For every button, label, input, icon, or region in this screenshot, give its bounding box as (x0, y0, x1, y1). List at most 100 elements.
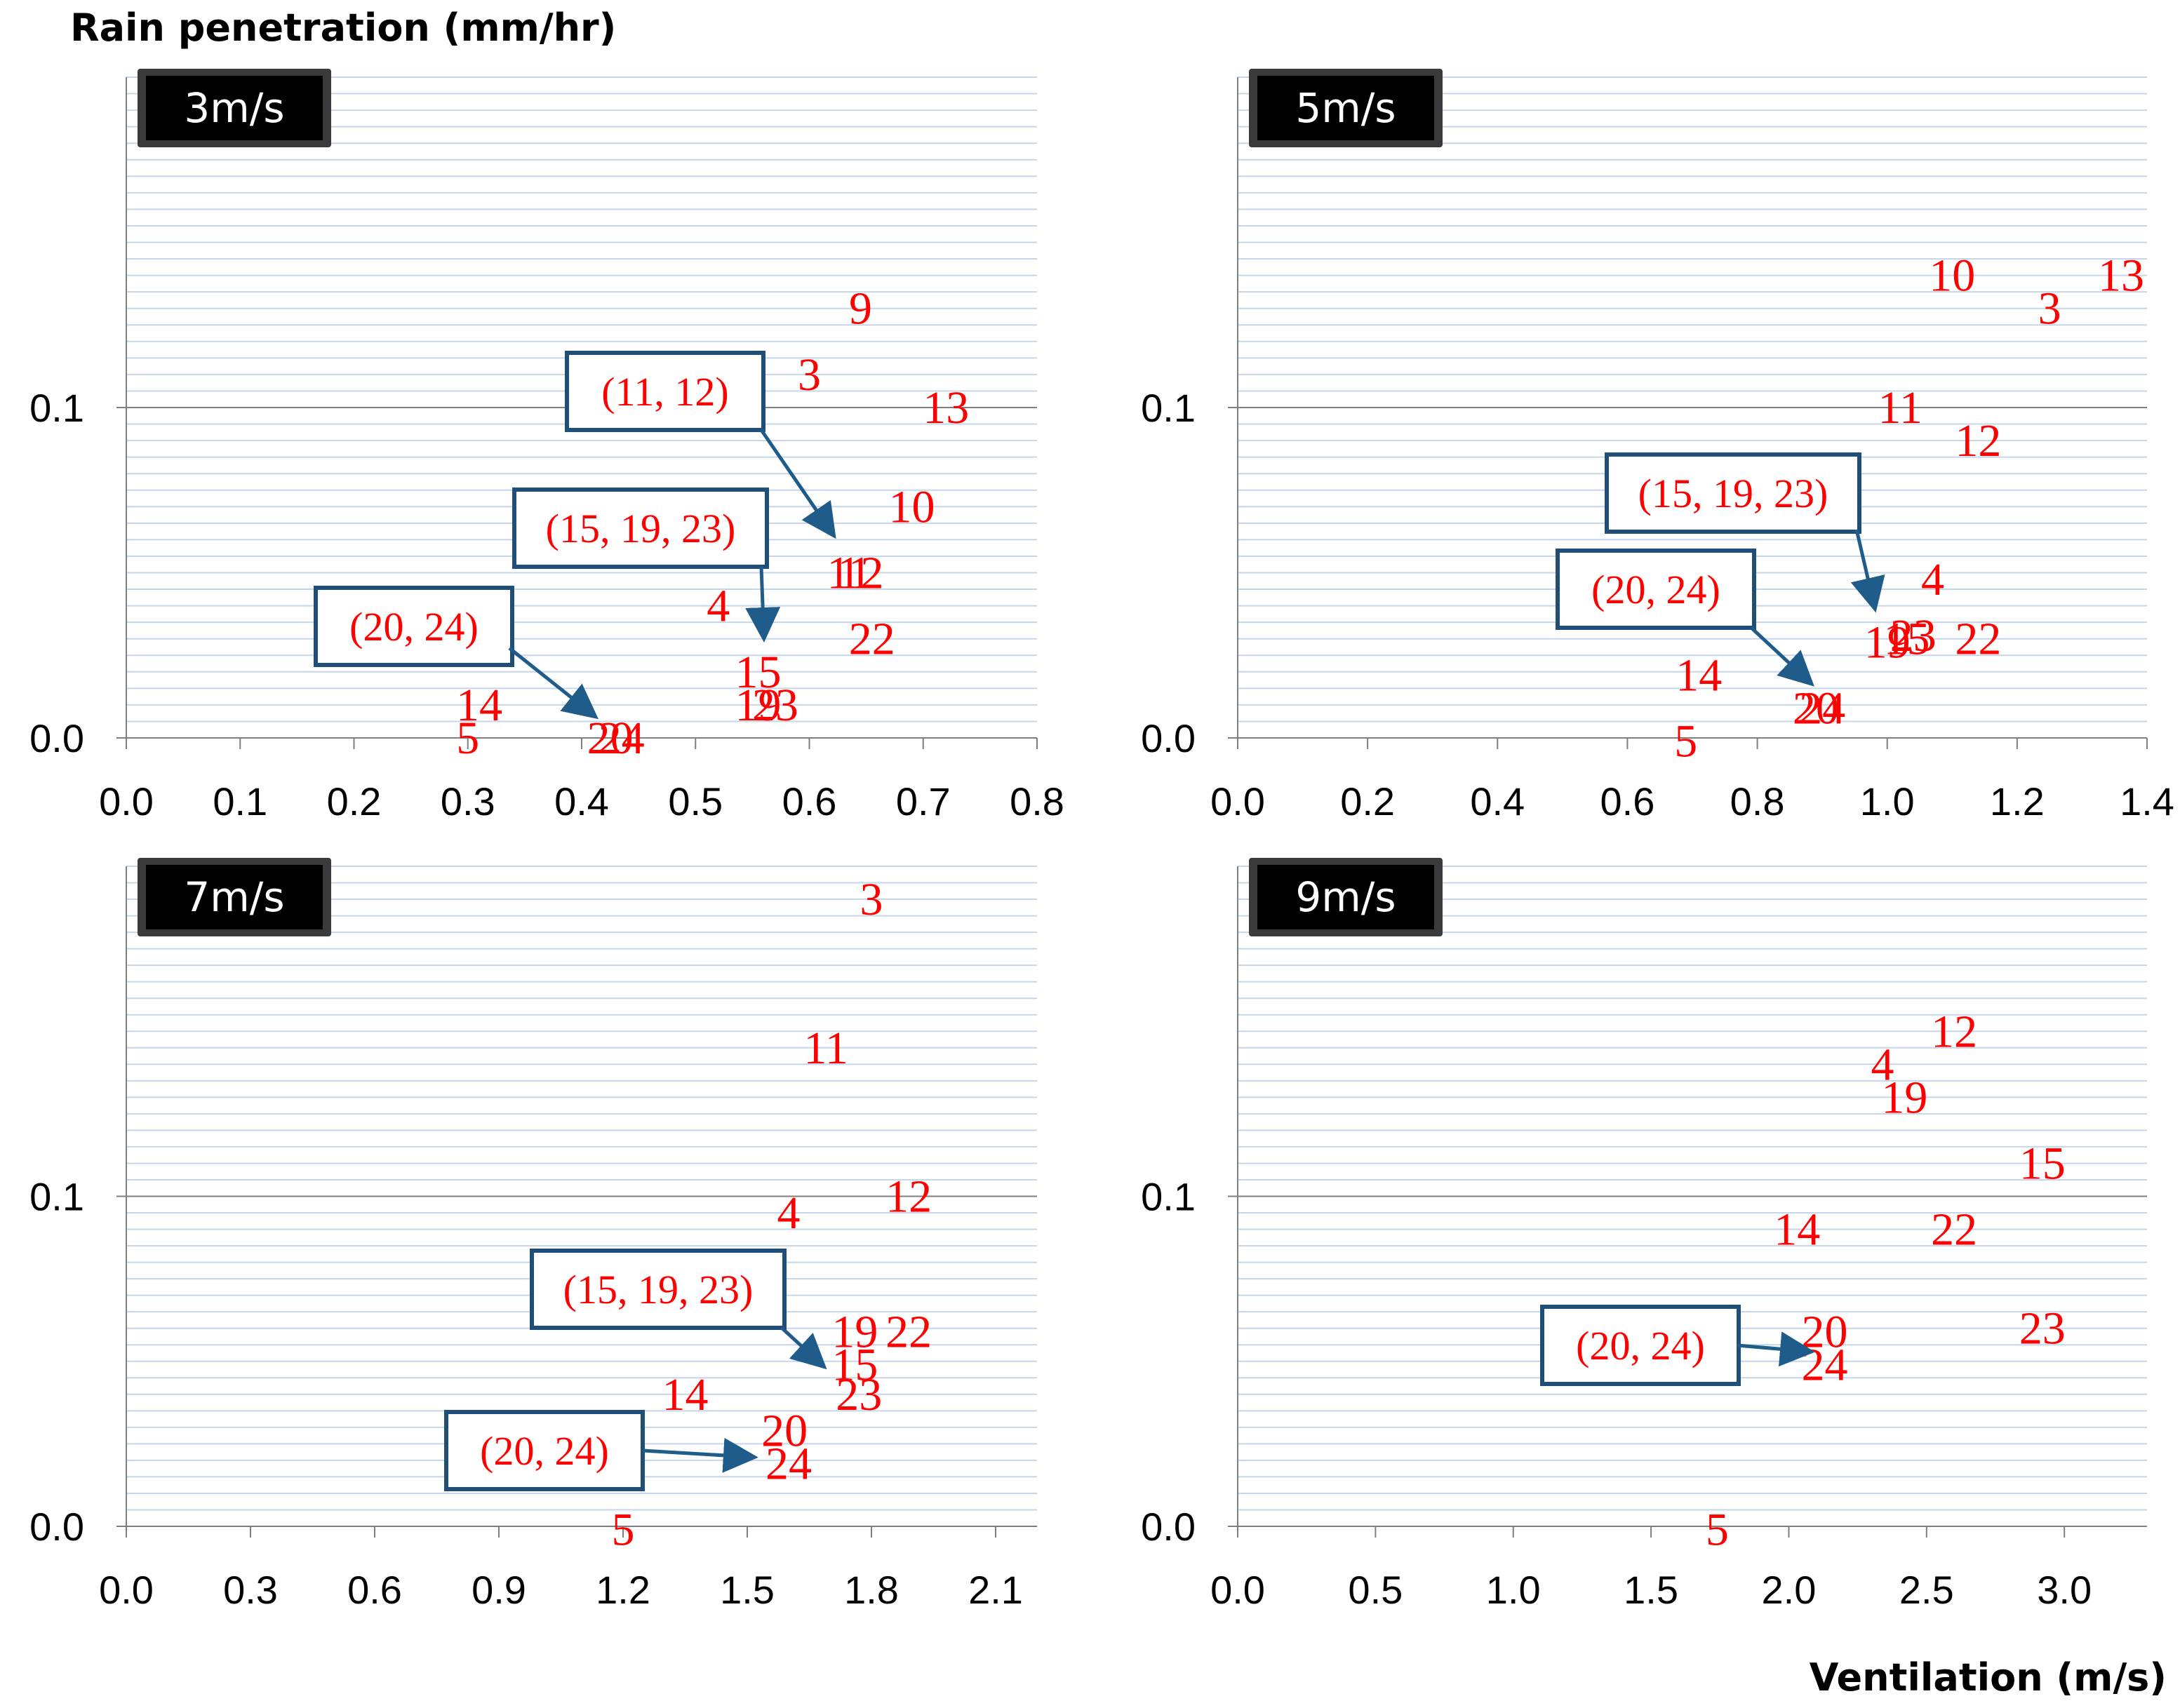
data-point-label: 15 (735, 647, 781, 698)
annotation-arrow (745, 566, 781, 643)
annotation-box (314, 586, 514, 667)
chart-panel-5m/s: 0.0 0.2 0.4 0.6 0.8 1.0 1.2 1.4 0.0 0.1 5m/s 13 10 3 1… (1141, 69, 2174, 823)
annotation-arrow (1737, 1331, 1815, 1367)
annotation-text: (20, 24) (1591, 567, 1720, 612)
y-tick-label: 0.0 (29, 716, 84, 760)
data-point-label: 4 (777, 1188, 801, 1239)
panel-title: 9m/s (1295, 873, 1396, 921)
annotation-arrow (1850, 529, 1885, 613)
annotation-arrow (759, 429, 836, 539)
data-point-label: 22 (1955, 614, 2001, 665)
x-tick-label: 0.2 (1340, 779, 1395, 823)
panel-title-badge-inner (146, 76, 323, 140)
y-tick-label: 0.0 (1141, 716, 1196, 760)
data-point-label: 23 (752, 680, 798, 731)
data-point-label: 11 (1878, 382, 1922, 433)
x-tick-label: 0.0 (99, 779, 154, 823)
data-point-label: 19 (1881, 1072, 1927, 1123)
annotation-text: (15, 19, 23) (546, 506, 736, 551)
data-point-label: 13 (923, 382, 969, 433)
x-tick-label: 0.0 (99, 1568, 154, 1612)
panel-title-badge-inner (146, 865, 323, 929)
data-point-label: 20 (761, 1406, 808, 1457)
x-tick-label: 1.2 (1990, 779, 2045, 823)
panel-title-badge-inner (1257, 76, 1434, 140)
x-tick-label: 0.1 (213, 779, 267, 823)
annotation-text: (20, 24) (480, 1428, 609, 1474)
annotation-box (565, 351, 765, 432)
data-point-label: 23 (836, 1369, 882, 1420)
data-point-label: 12 (1931, 1006, 1977, 1057)
x-tick-label: 1.2 (596, 1568, 650, 1612)
data-point-label: 19 (1864, 617, 1911, 668)
annotation-arrow (780, 1326, 827, 1370)
annotation-arrow (508, 647, 599, 720)
data-point-label: 15 (1883, 614, 1930, 665)
x-tick-label: 1.5 (720, 1568, 775, 1612)
data-point-label: 24 (1802, 1339, 1848, 1390)
panel-title-badge-inner (1257, 865, 1434, 929)
x-tick-label: 0.9 (472, 1568, 526, 1612)
x-tick-label: 0.8 (1010, 779, 1064, 823)
x-tick-label: 1.0 (1860, 779, 1915, 823)
annotation-text: (15, 19, 23) (563, 1267, 754, 1312)
data-point-label: 4 (1871, 1039, 1894, 1090)
panel-title: 3m/s (184, 84, 284, 132)
data-point-label: 12 (1955, 415, 2001, 466)
data-point-label: 14 (1676, 650, 1722, 701)
x-tick-label: 1.8 (844, 1568, 899, 1612)
data-point-label: 24 (765, 1439, 812, 1490)
data-point-label: 14 (456, 680, 502, 731)
data-point-label: 12 (885, 1171, 932, 1223)
data-point-label: 5 (456, 713, 479, 764)
x-tick-label: 0.7 (896, 779, 951, 823)
annotation-box (1556, 549, 1756, 630)
data-point-label: 5 (1706, 1505, 1729, 1556)
x-tick-label: 0.5 (1348, 1568, 1403, 1612)
x-tick-label: 1.0 (1486, 1568, 1541, 1612)
y-axis-title: Rain penetration (mm/hr) (70, 6, 616, 50)
annotation-box (512, 487, 769, 569)
x-tick-label: 1.5 (1624, 1568, 1678, 1612)
x-tick-label: 0.4 (1470, 779, 1525, 823)
x-tick-label: 0.5 (668, 779, 723, 823)
annotation-box (1605, 452, 1861, 534)
data-point-label: 19 (735, 680, 781, 731)
data-point-label: 24 (599, 713, 645, 764)
y-tick-label: 0.1 (29, 386, 84, 430)
x-axis-title: Ventilation (m/s) (1810, 1655, 2167, 1700)
y-tick-label: 0.1 (1141, 386, 1196, 430)
x-tick-label: 0.2 (327, 779, 382, 823)
data-point-label: 10 (1929, 250, 1975, 302)
data-point-label: 15 (2019, 1138, 2066, 1189)
data-point-label: 13 (2098, 250, 2144, 302)
annotation-text: (15, 19, 23) (1638, 471, 1828, 516)
data-point-label: 5 (1674, 716, 1697, 767)
x-tick-label: 2.5 (1899, 1568, 1954, 1612)
data-point-label: 4 (1921, 554, 1944, 605)
data-point-label: 20 (587, 713, 634, 764)
x-tick-label: 0.6 (347, 1568, 402, 1612)
data-point-label: 5 (612, 1505, 635, 1556)
data-point-label: 12 (838, 548, 884, 599)
data-point-label: 19 (831, 1306, 878, 1357)
annotation-text: (11, 12) (601, 369, 728, 415)
data-point-label: 10 (889, 481, 935, 532)
x-tick-label: 3.0 (2037, 1568, 2092, 1612)
data-point-label: 11 (827, 548, 872, 599)
annotation-arrow (1750, 626, 1814, 687)
x-tick-label: 0.3 (223, 1568, 278, 1612)
data-point-label: 14 (1774, 1204, 1820, 1256)
x-tick-label: 1.4 (2120, 779, 2174, 823)
x-tick-label: 0.0 (1210, 779, 1265, 823)
data-point-label: 14 (662, 1369, 709, 1420)
data-point-label: 3 (798, 349, 821, 401)
chart-panel-9m/s: 0.0 0.5 1.0 1.5 2.0 2.5 3.0 0.0 0.1 9m/s 12 419 15 14… (1141, 858, 2147, 1612)
data-point-label: 22 (1931, 1204, 1977, 1256)
data-point-label: 23 (2019, 1303, 2066, 1354)
y-tick-label: 0.1 (29, 1175, 84, 1219)
annotation-box (444, 1410, 645, 1491)
data-point-label: 3 (2038, 283, 2061, 335)
data-point-label: 11 (803, 1023, 848, 1074)
